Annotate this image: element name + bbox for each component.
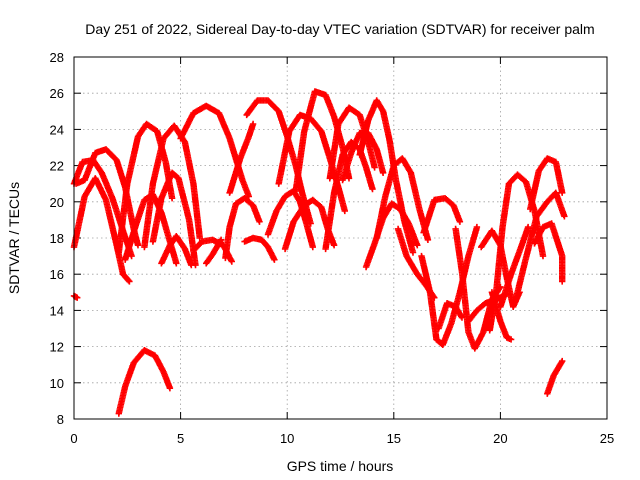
data-point — [369, 185, 376, 193]
series-arc-13 — [203, 236, 225, 267]
series-arc-22 — [322, 138, 376, 253]
data-point — [559, 278, 566, 285]
series-arc-39 — [527, 155, 566, 213]
data-point — [126, 278, 133, 285]
data-point — [217, 236, 225, 243]
y-tick-label: 26 — [50, 86, 64, 101]
data-point — [228, 258, 235, 265]
series-arc-21 — [292, 88, 353, 195]
data-point — [379, 169, 387, 176]
x-tick-label: 10 — [280, 431, 294, 446]
data-point — [424, 236, 432, 243]
series-arc-04 — [70, 292, 81, 301]
y-tick-label: 16 — [50, 267, 64, 282]
series-arc-10 — [158, 233, 195, 269]
data-point — [134, 242, 142, 249]
y-tick-label: 8 — [57, 412, 64, 427]
data-point — [271, 256, 278, 263]
data-point — [473, 223, 481, 231]
y-tick-label: 18 — [50, 231, 64, 246]
series-arc-05 — [115, 347, 174, 417]
y-axis-title: SDTVAR / TECUs — [6, 182, 22, 294]
series-arc-27 — [373, 155, 432, 243]
y-tick-label: 12 — [50, 340, 64, 355]
series-arc-40 — [531, 220, 566, 285]
series-arc-16 — [241, 234, 278, 263]
data-point — [345, 175, 353, 182]
tick-labels: 0 5 10 15 20 25 8 10 12 14 16 18 20 22 24 26 28 — [50, 50, 615, 446]
series-arc-31 — [435, 300, 466, 332]
data-point — [188, 261, 195, 269]
data-point — [125, 277, 132, 284]
series-arc-37 — [497, 223, 532, 310]
data-marks — [70, 88, 568, 417]
x-axis-title: GPS time / hours — [287, 458, 394, 474]
data-point — [256, 218, 263, 225]
series-arc-20 — [281, 196, 338, 253]
series-arc-14 — [222, 195, 263, 262]
x-tick-label: 25 — [600, 431, 614, 446]
data-point — [559, 189, 566, 196]
series-arc-41 — [544, 357, 566, 397]
data-point — [456, 218, 464, 225]
data-point — [309, 243, 316, 251]
data-point — [196, 234, 203, 242]
y-tick-label: 20 — [50, 195, 64, 210]
data-point — [341, 207, 348, 215]
data-point — [249, 120, 257, 128]
series-arc-15 — [226, 120, 257, 196]
series-arc-28 — [394, 225, 438, 301]
data-point — [539, 252, 547, 260]
data-point — [561, 213, 568, 220]
data-point — [168, 195, 176, 202]
series-arc-36 — [488, 289, 515, 343]
x-tick-label: 20 — [493, 431, 507, 446]
y-tick-label: 14 — [50, 303, 64, 318]
data-point — [507, 336, 515, 343]
chart-title: Day 251 of 2022, Sidereal Day-to-day VTE… — [85, 21, 594, 37]
series-arc-24 — [339, 129, 387, 184]
data-point — [74, 294, 81, 301]
x-tick-label: 15 — [387, 431, 401, 446]
data-point — [559, 357, 566, 365]
data-point — [409, 249, 417, 256]
x-tick-label: 5 — [177, 431, 184, 446]
series-arc-38 — [512, 189, 568, 305]
data-point — [414, 242, 421, 249]
plot-frame — [73, 56, 608, 420]
data-point — [524, 223, 532, 231]
x-tick-label: 0 — [70, 431, 77, 446]
series-arc-29 — [420, 195, 464, 236]
y-tick-label: 28 — [50, 50, 64, 65]
data-point — [173, 260, 180, 267]
y-tick-label: 24 — [50, 122, 64, 137]
y-tick-label: 10 — [50, 376, 64, 391]
data-point — [128, 252, 135, 260]
data-point — [330, 242, 338, 249]
data-point — [371, 164, 378, 171]
y-tick-label: 22 — [50, 159, 64, 174]
data-point — [166, 385, 174, 392]
